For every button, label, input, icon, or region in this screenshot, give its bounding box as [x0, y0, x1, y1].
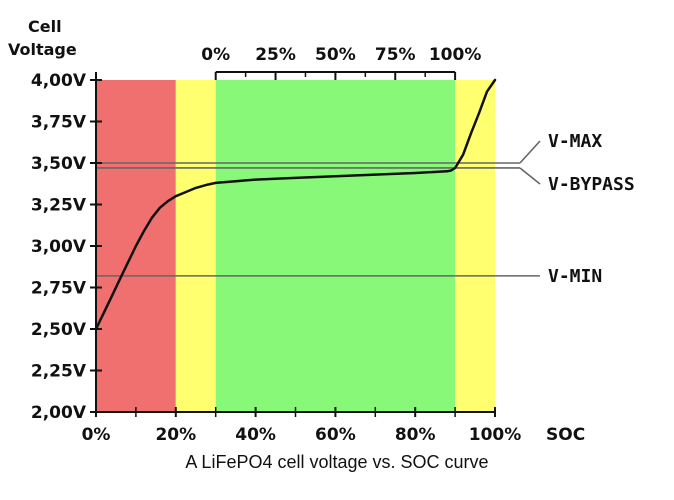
top-tick-label: 75% — [375, 45, 416, 65]
y-tick-label: 3,25V — [31, 196, 87, 216]
x-axis-title: SOC — [546, 425, 585, 445]
top-tick-label: 25% — [255, 45, 296, 65]
x-tick-label: 40% — [235, 425, 276, 445]
x-tick-label: 0% — [82, 425, 111, 445]
top-tick-label: 100% — [429, 45, 482, 65]
y-axis-title-line2: Voltage — [8, 40, 77, 59]
voltage-soc-chart: Cell Voltage SOC V-MAX V-BYPASS V-MIN 2,00V… — [8, 17, 635, 445]
y-tick-label: 2,75V — [31, 279, 87, 299]
soc-zones — [96, 80, 495, 412]
axes — [90, 71, 496, 417]
x-tick-label: 100% — [469, 425, 522, 445]
y-tick-label: 3,75V — [31, 113, 87, 133]
reference-lines — [96, 140, 541, 277]
y-tick-label: 3,00V — [31, 237, 87, 257]
figure-caption: A LiFePO4 cell voltage vs. SOC curve — [185, 452, 489, 472]
top-tick-label: 0% — [201, 45, 230, 65]
ref-label-v-max: V-MAX — [548, 131, 602, 152]
y-tick-label: 3,50V — [31, 154, 87, 174]
y-axis-title-line1: Cell — [28, 17, 62, 36]
y-tick-label: 2,25V — [31, 362, 87, 382]
voltage-curve — [94, 78, 497, 331]
zone-band-2 — [215, 80, 456, 412]
axis-labels: Cell Voltage SOC V-MAX V-BYPASS V-MIN 2,00V… — [8, 17, 635, 445]
ref-connector-v-max — [519, 140, 541, 164]
ref-label-v-min: V-MIN — [548, 266, 602, 287]
y-tick-label: 4,00V — [31, 71, 87, 91]
ref-label-v-bypass: V-BYPASS — [548, 174, 635, 195]
x-tick-label: 80% — [395, 425, 436, 445]
x-tick-label: 20% — [155, 425, 196, 445]
x-tick-label: 60% — [315, 425, 356, 445]
y-tick-label: 2,50V — [31, 320, 87, 340]
zone-band-1 — [175, 80, 216, 412]
ref-connector-v-bypass — [519, 167, 541, 185]
voltage-curve-layer — [94, 78, 497, 331]
top-tick-label: 50% — [315, 45, 356, 65]
zone-band-3 — [455, 80, 495, 412]
y-tick-label: 2,00V — [31, 403, 87, 423]
